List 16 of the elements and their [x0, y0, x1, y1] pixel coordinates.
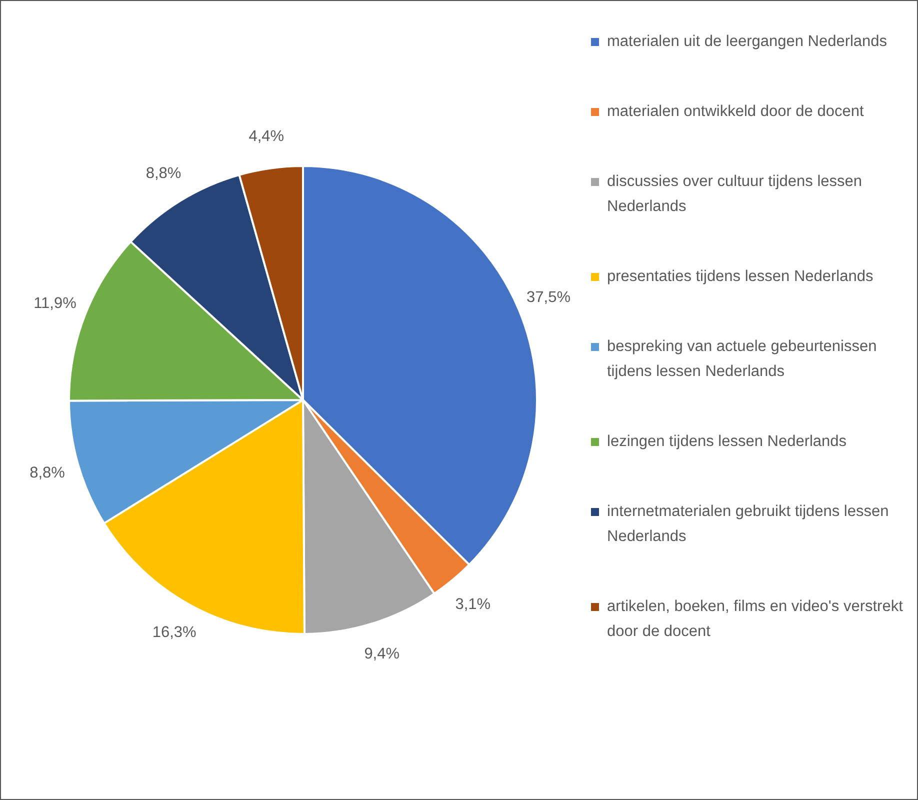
- data-label: 9,4%: [364, 645, 400, 662]
- data-label: 16,3%: [152, 624, 197, 642]
- data-label: 11,9%: [34, 295, 77, 312]
- legend-label: internetmaterialen gebruikt tijdens lessen Nederlands: [607, 502, 890, 547]
- data-label: 4,4%: [248, 128, 284, 145]
- data-label: 8,8%: [146, 164, 182, 182]
- legend-label: presentaties tijdens lessen Nederlands: [607, 267, 874, 287]
- legend-label: bespreking van actuele gebeurtenissen tijdens lessen Nederlands: [607, 337, 878, 382]
- legend-label: materialen uit de leergangen Nederlands: [607, 32, 888, 52]
- legend-label: discussies over cultuur tijdens lessen Nederlands: [607, 172, 864, 217]
- legend-label: lezingen tijdens lessen Nederlands: [607, 432, 847, 452]
- legend-label: artikelen, boeken, films en video's verstrekt door de docent: [607, 597, 904, 642]
- data-label: 3,1%: [455, 596, 491, 613]
- data-label: 8,8%: [30, 464, 66, 482]
- legend-label: materialen ontwikkeld door de docent: [607, 102, 864, 122]
- data-label: 37,5%: [526, 288, 571, 306]
